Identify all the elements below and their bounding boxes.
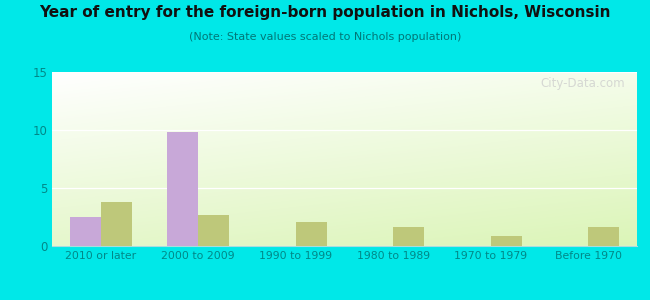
Bar (101, 202, 132, 246)
Text: City-Data.com: City-Data.com (541, 77, 625, 90)
Bar (296, 222, 327, 246)
Bar (167, 132, 198, 246)
Bar (393, 227, 424, 246)
Text: Year of entry for the foreign-born population in Nichols, Wisconsin: Year of entry for the foreign-born popul… (39, 4, 611, 20)
Text: (Note: State values scaled to Nichols population): (Note: State values scaled to Nichols po… (188, 32, 462, 41)
Bar (588, 227, 619, 246)
Bar (491, 236, 522, 246)
Bar (198, 215, 229, 246)
Bar (70, 217, 101, 246)
